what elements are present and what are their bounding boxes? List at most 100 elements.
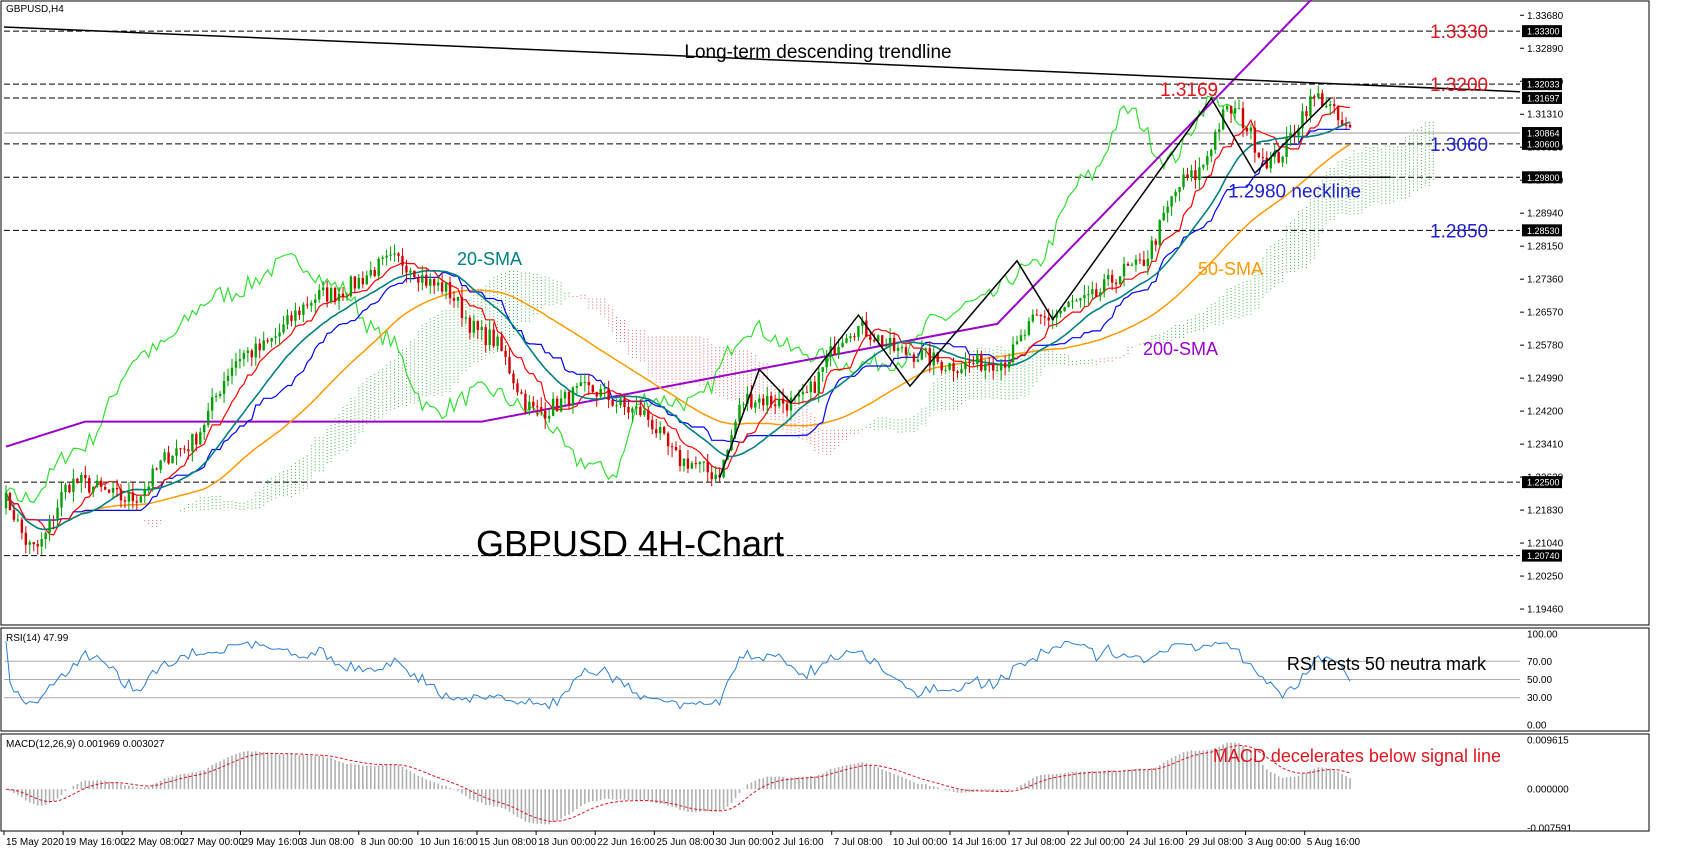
chart-title: GBPUSD 4H-Chart [476,523,784,564]
candle-body [508,356,511,374]
candle-body [203,425,206,433]
level-tag [1522,91,1562,104]
candle-body [1079,298,1082,301]
macd-header: MACD(12,26,9) 0.001969 0.003027 [6,739,165,750]
candle-body [111,487,115,493]
candle-body [123,500,127,502]
pattern-lines [3,26,1521,479]
candle-body [1309,96,1312,117]
candle-body [24,532,28,545]
macd-tick-label: 0.009615 [1527,736,1569,747]
candle-body [540,407,543,411]
level-tag [1522,476,1562,489]
candle-body [694,463,698,465]
candle-body [99,480,103,487]
candle-body [1162,212,1165,221]
candle-body [999,362,1003,371]
window-title: GBPUSD,H4 [6,4,64,15]
candle-body [1325,106,1328,108]
candle-body [730,435,733,451]
sma200-line [5,0,1313,448]
candle-body [1253,127,1257,153]
candle-body [1289,133,1292,137]
candle-body [425,275,428,286]
rsi-header: RSI(14) 47.99 [6,633,69,644]
candle-body [377,258,380,276]
candle-body [456,297,460,301]
candle-body [1194,170,1197,180]
candle-body [214,395,218,398]
candle-body [64,484,67,492]
candle-body [655,429,658,434]
price-tick-label: 1.20250 [1527,572,1564,583]
candle-body [896,347,900,351]
candle-body [452,298,456,301]
candle-body [282,324,285,333]
candle-body [242,352,246,360]
level-annotation: 1.3060 [1430,135,1488,156]
zigzag-pattern [718,97,1331,479]
candle-body [908,354,912,356]
price-tick-label: 1.33680 [1527,11,1564,22]
candle-body [813,381,816,393]
candle-body [484,327,487,345]
candle-body [155,468,158,470]
candle-body [1023,334,1027,336]
level-tag [1522,224,1562,237]
candle-body [1055,313,1058,318]
candle-body [349,276,353,297]
rsi-lines: 100.00 70.00 50.00 30.00 0.00 [4,630,1558,732]
sma50-line [5,143,1351,531]
candle-body [1067,301,1070,308]
candle-body [536,406,539,408]
price-tick-label: 1.21830 [1527,506,1564,517]
candle-body [1317,93,1320,98]
candle-body [1154,240,1157,245]
candle-body [341,293,345,297]
candle-body [1229,106,1233,114]
candle-body [960,369,963,374]
candle-body [1011,344,1015,363]
candle-body [72,478,75,493]
candle-body [1047,317,1050,321]
candle-body [429,278,432,286]
candle-body [750,393,753,408]
candle-body [1103,279,1106,293]
level-tag-label: 1.30864 [1527,129,1560,139]
candle-body [1091,289,1094,295]
candle-body [682,458,686,467]
candle-body [714,474,717,480]
candle-body [504,350,507,357]
candle-body [758,398,761,403]
candle-body [127,492,131,502]
candle-body [825,357,828,368]
candle-body [1198,167,1201,180]
candle-body [230,367,234,376]
candle-body [881,335,884,347]
time-tick-label: 3 Jun 08:00 [302,837,355,848]
price-panel [0,0,1650,626]
candle-body [912,354,916,362]
candle-body [532,401,535,407]
candle-body [528,401,531,411]
candle-body [12,510,16,520]
candle-body [318,290,321,300]
candle-body [163,452,166,461]
candle-body [492,329,495,347]
candle-body [1249,127,1253,132]
candle-body [1233,108,1237,114]
level-annotation: 1.2980 neckline [1228,181,1361,202]
candle-body [746,393,749,405]
candle-body [873,339,876,342]
candle-body [710,472,713,480]
candle-body [1269,156,1272,169]
candle-body [591,385,594,393]
time-tick-label: 10 Jul 00:00 [893,837,948,848]
candle-body [139,496,142,503]
candle-body [421,275,424,283]
candle-body [290,315,293,321]
time-tick-label: 2 Jul 16:00 [775,837,824,848]
candle-body [1321,93,1324,107]
level-tag-label: 1.28530 [1527,226,1560,236]
